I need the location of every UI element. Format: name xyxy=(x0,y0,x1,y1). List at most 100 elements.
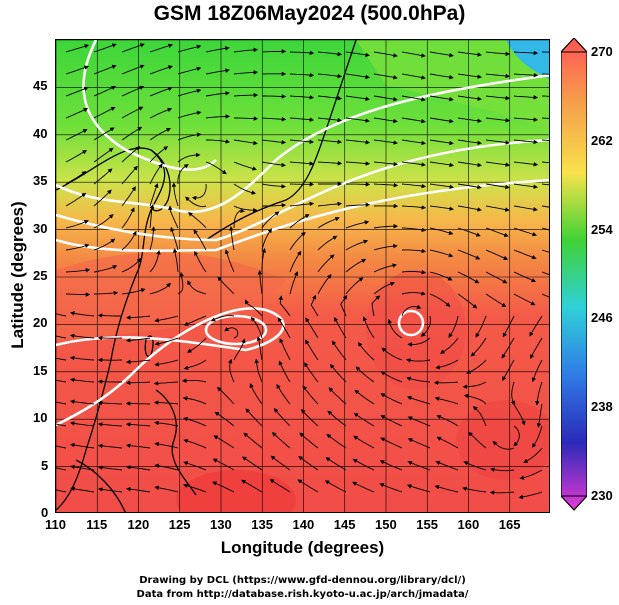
streamline-arrow xyxy=(535,381,543,406)
streamline-arrow xyxy=(470,337,487,357)
streamline-arrow xyxy=(513,95,539,100)
streamline-arrow xyxy=(317,273,332,295)
contour-5800 xyxy=(56,178,549,253)
streamline-arrow xyxy=(317,139,343,145)
streamline-arrow xyxy=(121,230,137,251)
x-tick-label: 115 xyxy=(86,517,108,532)
streamline-arrow xyxy=(489,490,515,495)
streamline-arrow xyxy=(254,358,263,383)
streamline-arrow xyxy=(191,183,207,201)
x-tick-label: 125 xyxy=(168,517,191,532)
streamline-arrow xyxy=(457,95,482,101)
streamline-arrow xyxy=(154,485,179,493)
streamline-arrow xyxy=(121,146,141,163)
streamline-arrow xyxy=(125,443,151,449)
streamline-arrow xyxy=(217,276,235,295)
streamline-arrow xyxy=(289,250,302,273)
contour-5600 xyxy=(56,73,549,214)
y-tick-label: 0 xyxy=(41,505,49,520)
streamline-arrow xyxy=(429,95,454,102)
streamline-arrow xyxy=(429,183,454,190)
streamline-arrow xyxy=(429,227,454,236)
streamline-arrow xyxy=(289,117,315,122)
coastline-korea xyxy=(150,149,171,212)
streamline-arrow xyxy=(490,467,515,472)
streamline-arrow xyxy=(541,139,549,141)
streamline-arrow xyxy=(181,378,207,383)
streamline-arrow xyxy=(194,250,207,273)
streamline-arrow xyxy=(436,414,459,427)
streamline-arrow xyxy=(149,86,173,97)
x-tick-label: 160 xyxy=(457,517,480,532)
streamline-arrow xyxy=(429,271,453,281)
streamline-arrow xyxy=(93,238,116,251)
streamline-arrow xyxy=(401,139,426,146)
streamline-arrow xyxy=(56,313,67,317)
streamline-arrow xyxy=(69,355,95,361)
colorbar xyxy=(561,38,587,511)
streamline-arrow xyxy=(149,163,163,185)
streamline-arrow xyxy=(177,152,201,163)
coastline-asia-mainland xyxy=(56,147,166,511)
streamline-arrow xyxy=(125,422,151,427)
streamline-arrow xyxy=(154,359,179,367)
streamline-arrow xyxy=(379,460,403,471)
streamline-arrow xyxy=(371,295,381,317)
streamline-arrow xyxy=(435,460,459,471)
streamline-arrow xyxy=(56,335,67,339)
chart-title: GSM 18Z06May2024 (500.0hPa) xyxy=(153,2,466,25)
streamline-arrow xyxy=(171,182,179,207)
warm-band-west xyxy=(56,252,286,340)
streamline-arrow xyxy=(401,51,426,58)
streamline-arrow xyxy=(457,139,482,146)
streamline-arrow xyxy=(289,231,306,251)
streamline-arrow xyxy=(324,480,347,493)
x-tick-label: 140 xyxy=(292,517,315,532)
streamline-arrow xyxy=(177,44,202,53)
streamline-arrow xyxy=(177,164,189,185)
streamline-arrow xyxy=(379,483,403,493)
streamline-arrow xyxy=(466,359,487,374)
coastline-borneo xyxy=(75,459,126,512)
streamline-arrow xyxy=(355,366,375,383)
streamline-arrow xyxy=(373,281,395,295)
streamline-arrow xyxy=(168,205,179,229)
streamline-arrow xyxy=(93,43,117,53)
streamline-arrow xyxy=(485,183,510,190)
streamline-arrow xyxy=(340,294,348,317)
x-tick-label: 110 xyxy=(45,517,66,532)
geopotential-contours xyxy=(56,40,549,427)
streamline-arrow xyxy=(97,443,123,449)
streamline-arrow xyxy=(193,229,207,251)
streamline-arrow xyxy=(362,316,375,339)
streamline-arrow xyxy=(289,214,310,229)
x-tick-label: 165 xyxy=(498,517,521,532)
streamline-arrow xyxy=(70,311,95,317)
warm-core-south xyxy=(176,470,296,512)
streamline-arrow xyxy=(407,337,431,347)
streamline-arrow xyxy=(65,219,89,229)
colorbar-tick-label: 262 xyxy=(591,132,613,148)
streamline-arrow xyxy=(513,271,537,283)
streamline-arrow xyxy=(245,408,263,427)
streamline-arrow xyxy=(457,227,481,237)
streamline-arrow xyxy=(125,401,151,406)
streamline-arrow xyxy=(345,139,371,145)
streamline-arrow xyxy=(93,106,116,119)
streamline-arrow xyxy=(373,263,397,273)
streamline-arrow xyxy=(373,139,398,145)
streamline-arrow xyxy=(121,126,143,141)
streamline-arrow xyxy=(485,249,509,260)
streamline-arrow xyxy=(345,51,370,58)
streamline-arrow xyxy=(300,408,319,427)
streamline-arrow xyxy=(519,469,543,480)
streamline-arrow xyxy=(485,205,510,212)
streamline-arrow xyxy=(433,380,459,386)
y-axis-label: Latitude (degrees) xyxy=(8,201,27,349)
streamline-arrow xyxy=(353,435,375,449)
streamline-arrow xyxy=(56,489,67,493)
streamline-arrow xyxy=(65,192,87,207)
streamline-arrow xyxy=(297,479,319,493)
streamline-arrow xyxy=(233,208,245,229)
streamline-arrow xyxy=(183,438,207,449)
